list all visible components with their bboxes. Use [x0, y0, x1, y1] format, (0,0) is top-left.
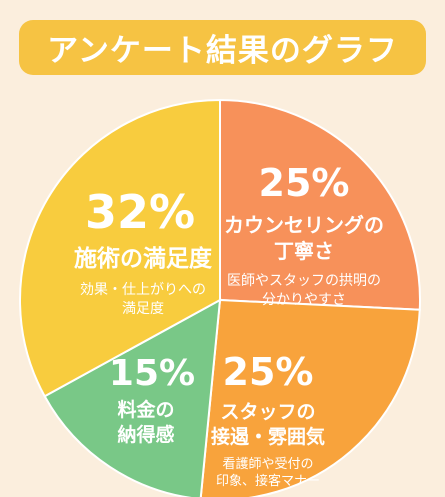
- pie-slice: [19, 98, 221, 398]
- chart-title-banner: アンケート結果のグラフ: [19, 20, 426, 75]
- slice-category-label: 施術の満足度: [74, 245, 213, 272]
- slice-percent-label: 32%: [85, 185, 195, 239]
- pie-slice: [219, 98, 421, 311]
- slice-category-label: スタッフの: [220, 401, 315, 423]
- pie-slice: [199, 298, 421, 497]
- slice-detail-label: 医師やスタッフの拱明の: [227, 273, 381, 289]
- slice-detail-label: 分かりやすさ: [262, 292, 346, 308]
- slice-detail-label: 印象、接客マナー: [216, 473, 320, 489]
- slice-percent-label: 15%: [109, 353, 195, 394]
- slice-percent-label: 25%: [223, 350, 314, 394]
- slice-category-label: 納得感: [117, 423, 174, 446]
- slice-category-label: カウンセリングの: [224, 213, 384, 237]
- chart-title: アンケート結果のグラフ: [47, 33, 398, 69]
- slice-category-label: 料金の: [117, 398, 174, 421]
- slice-category-label: 接遏・雰囲気: [211, 425, 325, 448]
- slice-detail-label: 効果・仕上がりへの: [80, 282, 206, 298]
- slice-category-label: 丁寧さ: [274, 239, 334, 263]
- slice-detail-label: 満足度: [122, 301, 164, 317]
- slice-percent-label: 25%: [259, 161, 350, 205]
- slice-detail-label: 看護師や受付の: [222, 456, 313, 472]
